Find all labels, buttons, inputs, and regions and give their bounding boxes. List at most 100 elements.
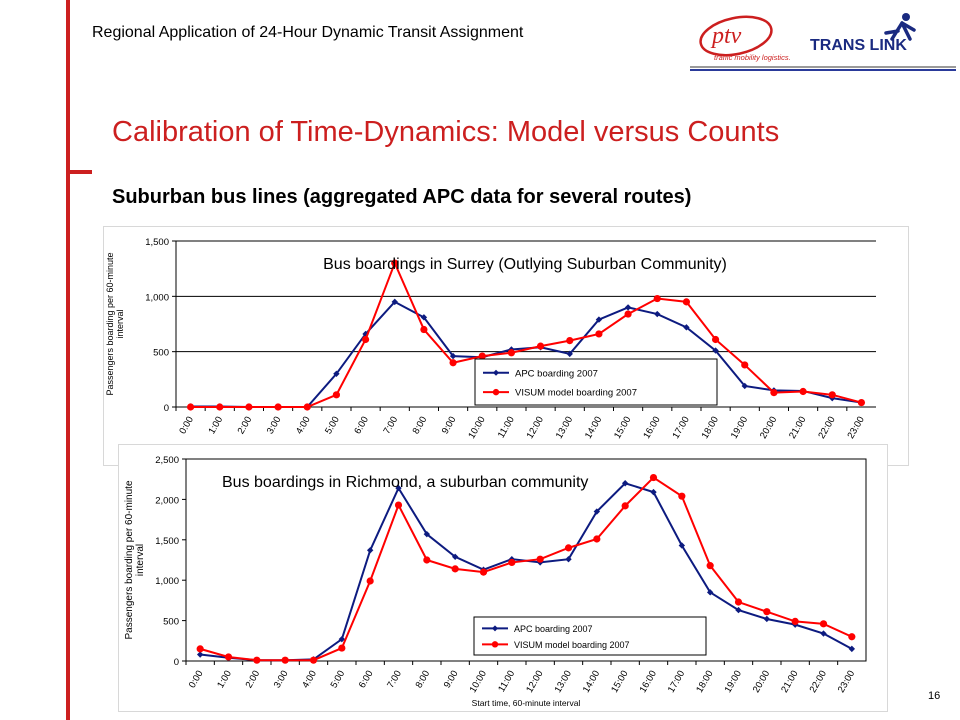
surrey-point-apc bbox=[333, 370, 340, 377]
richmond-y-axis-label: Passengers boarding per 60-minuteinterva… bbox=[124, 480, 146, 639]
surrey-point-visum bbox=[536, 342, 545, 350]
richmond-point-visum bbox=[763, 608, 771, 616]
surrey-point-visum bbox=[332, 391, 341, 399]
richmond-point-visum bbox=[394, 501, 403, 509]
header-rule-blue bbox=[690, 69, 956, 71]
page-number: 16 bbox=[928, 690, 941, 702]
richmond-y-axis-label-line: Passengers boarding per 60-minute bbox=[124, 480, 135, 639]
richmond-y-tick-label: 0 bbox=[174, 657, 179, 668]
surrey-point-visum bbox=[216, 403, 224, 411]
richmond-point-visum bbox=[253, 656, 261, 664]
surrey-point-visum bbox=[595, 330, 603, 338]
richmond-point-visum bbox=[196, 645, 204, 653]
richmond-point-visum bbox=[848, 633, 856, 641]
richmond-y-tick-label: 1,000 bbox=[155, 576, 179, 587]
surrey-point-apc bbox=[449, 352, 457, 360]
richmond-series-line bbox=[199, 476, 853, 662]
richmond-point-visum bbox=[366, 577, 374, 585]
richmond-point-visum bbox=[649, 473, 658, 482]
surrey-y-tick-label: 0 bbox=[164, 403, 169, 414]
richmond-point-visum bbox=[564, 544, 573, 552]
surrey-point-visum bbox=[361, 335, 370, 344]
surrey-y-tick-label: 500 bbox=[153, 348, 169, 359]
richmond-series-visum bbox=[196, 473, 856, 664]
ptv-logo-mark: ptv bbox=[710, 23, 742, 49]
surrey-point-visum bbox=[186, 403, 195, 411]
richmond-legend-box bbox=[473, 616, 707, 656]
surrey-point-apc bbox=[624, 304, 632, 311]
richmond-point-visum bbox=[621, 502, 629, 510]
surrey-legend-box bbox=[474, 358, 718, 406]
richmond-legend: APC boarding 2007 VISUM model boarding 20… bbox=[473, 616, 707, 656]
richmond-point-visum bbox=[479, 568, 488, 576]
surrey-point-visum bbox=[770, 389, 778, 397]
richmond-point-visum bbox=[734, 598, 743, 606]
surrey-point-visum bbox=[624, 310, 632, 318]
richmond-y-tick-label: 1,500 bbox=[155, 536, 179, 547]
surrey-point-apc bbox=[654, 310, 661, 318]
surrey-series-visum bbox=[186, 259, 866, 411]
richmond-point-apc bbox=[848, 645, 856, 653]
surrey-point-visum bbox=[682, 298, 691, 306]
translink-logo-text: TRANS LINK bbox=[810, 37, 907, 54]
richmond-point-visum bbox=[791, 617, 799, 626]
richmond-point-visum bbox=[338, 644, 346, 652]
surrey-point-apc bbox=[712, 347, 719, 354]
richmond-y-tick-label: 500 bbox=[163, 617, 179, 628]
surrey-y-tick-label: 1,500 bbox=[145, 237, 169, 248]
richmond-point-apc bbox=[565, 555, 572, 563]
surrey-point-apc bbox=[566, 350, 573, 358]
surrey-legend-label: VISUM model boarding 2007 bbox=[515, 388, 637, 399]
richmond-y-tick-label: 2,000 bbox=[155, 495, 179, 506]
richmond-point-apc bbox=[650, 488, 657, 496]
richmond-legend-marker bbox=[491, 641, 499, 648]
surrey-legend: APC boarding 2007 VISUM model boarding 20… bbox=[474, 358, 718, 406]
richmond-chart-title: Bus boardings in Richmond, a suburban co… bbox=[222, 474, 588, 491]
surrey-chart-title: Bus boardings in Surrey (Outlying Suburb… bbox=[323, 256, 727, 273]
surrey-series-line bbox=[190, 260, 862, 408]
richmond-point-visum bbox=[281, 656, 289, 664]
slide-title: Calibration of Time-Dynamics: Model vers… bbox=[112, 116, 780, 148]
surrey-point-visum bbox=[653, 294, 661, 303]
richmond-point-visum bbox=[423, 556, 431, 564]
richmond-point-visum bbox=[451, 565, 459, 573]
surrey-y-axis-label: Passengers boarding per 60-minuteinterva… bbox=[105, 252, 125, 395]
surrey-point-visum bbox=[711, 335, 720, 344]
title-red-tick bbox=[66, 170, 92, 174]
richmond-point-visum bbox=[224, 653, 233, 661]
surrey-point-visum bbox=[420, 325, 428, 334]
richmond-point-visum bbox=[706, 562, 714, 570]
surrey-point-apc bbox=[420, 314, 428, 321]
richmond-point-visum bbox=[678, 492, 686, 500]
surrey-point-visum bbox=[391, 259, 399, 267]
surrey-point-visum bbox=[741, 361, 749, 369]
surrey-point-visum bbox=[449, 359, 457, 367]
surrey-point-apc bbox=[741, 382, 748, 390]
slide-subtitle: Suburban bus lines (aggregated APC data … bbox=[112, 186, 692, 208]
richmond-y-axis-label-line: interval bbox=[135, 544, 146, 576]
surrey-point-visum bbox=[828, 391, 836, 399]
richmond-legend-marker bbox=[492, 625, 498, 632]
richmond-x-axis-label: Start time, 60-minute interval bbox=[472, 698, 581, 708]
surrey-point-visum bbox=[478, 352, 486, 360]
runner-icon bbox=[884, 13, 916, 41]
richmond-legend-label: APC boarding 2007 bbox=[514, 624, 593, 634]
surrey-point-visum bbox=[274, 403, 282, 411]
surrey-point-visum bbox=[857, 398, 866, 407]
header-rule-gray bbox=[690, 66, 956, 68]
surrey-legend-marker bbox=[493, 369, 499, 376]
surrey-point-apc bbox=[391, 298, 398, 306]
surrey-legend-marker bbox=[492, 388, 500, 396]
surrey-point-visum bbox=[799, 387, 807, 396]
translink-logo: TRANS LINK bbox=[810, 13, 916, 54]
header-title: Regional Application of 24-Hour Dynamic … bbox=[92, 24, 524, 41]
richmond-point-visum bbox=[536, 555, 544, 563]
surrey-point-visum bbox=[566, 337, 574, 345]
richmond-y-tick-label: 2,500 bbox=[155, 455, 179, 466]
ptv-logo: ptv traffic mobility logistics. bbox=[699, 15, 791, 62]
surrey-y-axis-label-line: interval bbox=[115, 309, 125, 338]
richmond-point-visum bbox=[819, 620, 828, 628]
left-red-line bbox=[66, 0, 70, 720]
